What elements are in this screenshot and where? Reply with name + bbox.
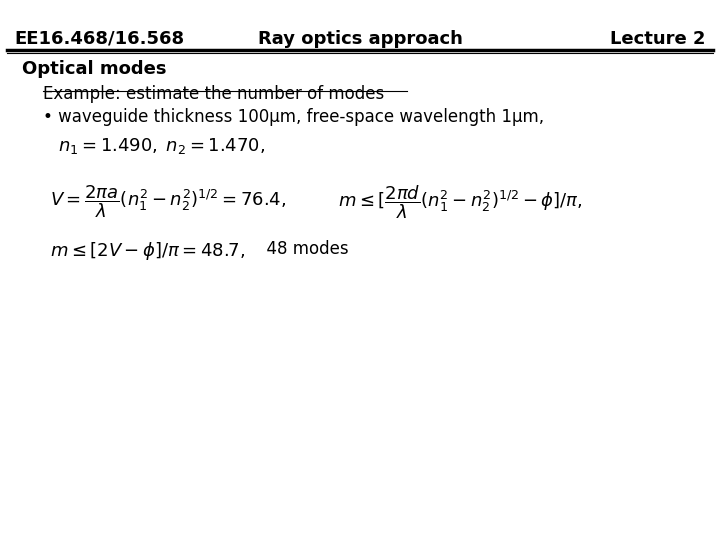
Text: $n_1 = 1.490, \; n_2 = 1.470,$: $n_1 = 1.490, \; n_2 = 1.470,$ xyxy=(58,136,265,156)
Text: $V = \dfrac{2\pi a}{\lambda}(n_1^2 - n_2^2)^{1/2} = 76.4,$: $V = \dfrac{2\pi a}{\lambda}(n_1^2 - n_2… xyxy=(50,184,287,220)
Text: EE16.468/16.568: EE16.468/16.568 xyxy=(14,30,184,48)
Text: Ray optics approach: Ray optics approach xyxy=(258,30,462,48)
Text: 48 modes: 48 modes xyxy=(256,240,348,258)
Text: Optical modes: Optical modes xyxy=(22,60,166,78)
Text: $m \leq [\dfrac{2\pi d}{\lambda}(n_1^2 - n_2^2)^{1/2} - \phi]/\pi,$: $m \leq [\dfrac{2\pi d}{\lambda}(n_1^2 -… xyxy=(338,184,583,221)
Text: Lecture 2: Lecture 2 xyxy=(610,30,706,48)
Text: • waveguide thickness 100μm, free-space wavelength 1μm,: • waveguide thickness 100μm, free-space … xyxy=(43,108,544,126)
Text: $m \leq [2V - \phi]/\pi = 48.7,$: $m \leq [2V - \phi]/\pi = 48.7,$ xyxy=(50,240,246,262)
Text: Example: estimate the number of modes: Example: estimate the number of modes xyxy=(43,85,384,103)
